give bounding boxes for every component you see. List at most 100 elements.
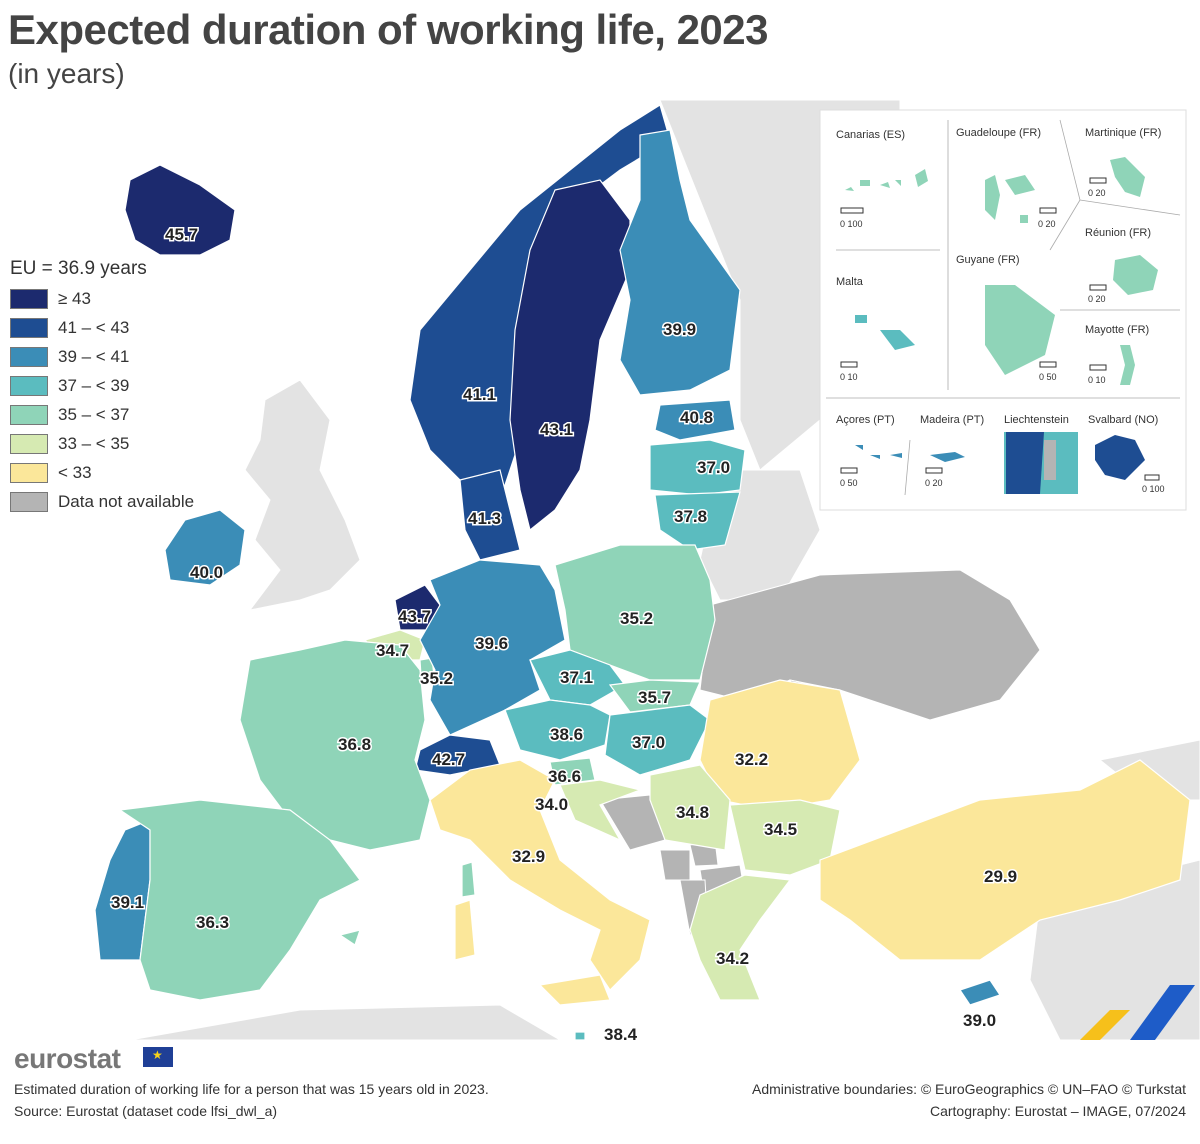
page-subtitle: (in years): [8, 58, 125, 89]
inset-svalbard-name: Svalbard (NO): [1088, 414, 1158, 426]
finland-shape: [619, 129, 741, 396]
label-romania: 32.2: [735, 750, 768, 769]
inset-guadeloupe-scale: 0 20: [1038, 219, 1056, 229]
image-logo: [1080, 985, 1195, 1040]
romania-shape: [699, 679, 861, 811]
turkey-shape: [819, 759, 1191, 961]
poland-shape: [554, 544, 716, 681]
label-norway: 41.1: [463, 385, 496, 404]
inset-guyane: Guyane (FR) 0 50: [956, 254, 1057, 382]
legend-item: 33 – < 35: [10, 429, 230, 458]
label-turkey: 29.9: [984, 867, 1017, 886]
inset-liechtenstein: Liechtenstein: [1004, 414, 1078, 494]
footer-cartography: Cartography: Eurostat – IMAGE, 07/2024: [929, 1103, 1186, 1119]
label-portugal: 39.1: [111, 893, 144, 912]
slovakia-shape: [608, 679, 701, 713]
hungary-shape: [604, 704, 711, 776]
label-greece: 34.2: [716, 949, 749, 968]
label-cyprus: 39.0: [963, 1011, 996, 1030]
label-croatia: 34.0: [535, 795, 568, 814]
inset-liechtenstein-name: Liechtenstein: [1004, 414, 1069, 426]
inset-svalbard-scale: 0 100: [1142, 484, 1165, 494]
denmark-shape: [459, 469, 521, 561]
legend-item: ≥ 43: [10, 284, 230, 313]
inset-reunion-name: Réunion (FR): [1085, 227, 1151, 239]
inset-guyane-name: Guyane (FR): [956, 254, 1020, 266]
slovenia-shape: [549, 757, 596, 786]
inset-mayotte-scale: 0 10: [1088, 375, 1106, 385]
croatia-shape: [559, 779, 643, 842]
legend-item: 35 – < 37: [10, 400, 230, 429]
legend-swatch: [10, 491, 48, 512]
label-lithuania: 37.8: [674, 507, 707, 526]
ireland-shape: [164, 509, 246, 586]
montenegro-shape: [659, 849, 691, 881]
label-spain: 36.3: [196, 913, 229, 932]
label-serbia: 34.8: [676, 803, 709, 822]
spain-shape: [118, 799, 361, 1001]
inset-martinique-name: Martinique (FR): [1085, 127, 1161, 139]
legend-swatch: [10, 462, 48, 483]
portugal-shape: [94, 819, 151, 961]
latvia-shape: [649, 439, 746, 496]
serbia-shape: [649, 764, 731, 851]
label-ireland: 40.0: [190, 563, 223, 582]
sicily-shape: [538, 974, 611, 1006]
label-iceland: 45.7: [165, 225, 198, 244]
iceland-shape: [124, 164, 236, 256]
legend-swatch: [10, 346, 48, 367]
label-france: 36.8: [338, 735, 371, 754]
label-netherlands: 43.7: [398, 607, 431, 626]
page-title: Expected duration of working life, 2023: [8, 6, 769, 53]
inset-reunion: Réunion (FR) 0 20: [1085, 227, 1158, 304]
label-germany: 39.6: [475, 634, 508, 653]
legend-swatch: [10, 375, 48, 396]
inset-mayotte-name: Mayotte (FR): [1085, 324, 1149, 336]
value-labels: 45.7 41.1 43.1 39.9 40.8 37.0 37.8 41.3 …: [110, 224, 1019, 1046]
lithuania-shape: [654, 491, 741, 551]
inset-malta: Malta 0 10: [836, 276, 915, 382]
footer-boundaries: Administrative boundaries: © EuroGeograp…: [751, 1081, 1186, 1097]
label-sweden: 43.1: [540, 420, 573, 439]
inset-acores-name: Açores (PT): [836, 414, 895, 426]
inset-guyane-scale: 0 50: [1039, 372, 1057, 382]
inset-svalbard: Svalbard (NO) 0 100: [1088, 414, 1165, 494]
label-finland: 39.9: [663, 320, 696, 339]
label-italy: 32.9: [512, 847, 545, 866]
label-switzerland: 42.7: [432, 750, 465, 769]
cyprus-shape: [959, 979, 1001, 1006]
north-africa-shape: [129, 1004, 562, 1041]
legend-label: 39 – < 41: [58, 346, 130, 366]
inset-acores: Açores (PT) 0 50: [836, 414, 902, 488]
legend-label: Data not available: [58, 491, 195, 511]
label-denmark: 41.3: [468, 509, 501, 528]
label-czechia: 37.1: [560, 668, 593, 687]
legend-label: < 33: [58, 462, 92, 482]
legend-swatch: [10, 288, 48, 309]
insets-panel: Canarias (ES) 0 100 Guadeloupe (FR) 0 20…: [819, 109, 1187, 511]
legend-swatch: [10, 404, 48, 425]
sardinia-shape: [454, 899, 476, 961]
inset-canarias: Canarias (ES) 0 100: [836, 129, 928, 229]
legend-label: 33 – < 35: [58, 433, 130, 453]
inset-guadeloupe: Guadeloupe (FR) 0 20: [956, 127, 1057, 229]
label-slovakia: 35.7: [638, 688, 671, 707]
label-malta: 38.4: [604, 1025, 638, 1044]
inset-canarias-scale: 0 100: [840, 219, 863, 229]
label-hungary: 37.0: [632, 733, 665, 752]
inset-reunion-scale: 0 20: [1088, 294, 1106, 304]
legend-item: < 33: [10, 458, 230, 487]
balearic-shape: [338, 929, 361, 946]
austria-shape: [504, 699, 611, 761]
legend-title: EU = 36.9 years: [10, 258, 147, 279]
greece-shape: [689, 874, 792, 1001]
eu-flag-icon: [143, 1047, 173, 1067]
corsica-shape: [461, 861, 476, 898]
inset-madeira-scale: 0 20: [925, 478, 943, 488]
inset-madeira-name: Madeira (PT): [920, 414, 984, 426]
legend-item: 37 – < 39: [10, 371, 230, 400]
legend-label: 41 – < 43: [58, 317, 130, 337]
inset-acores-scale: 0 50: [840, 478, 858, 488]
label-luxembourg: 35.2: [420, 669, 453, 688]
legend-label: 37 – < 39: [58, 375, 130, 395]
